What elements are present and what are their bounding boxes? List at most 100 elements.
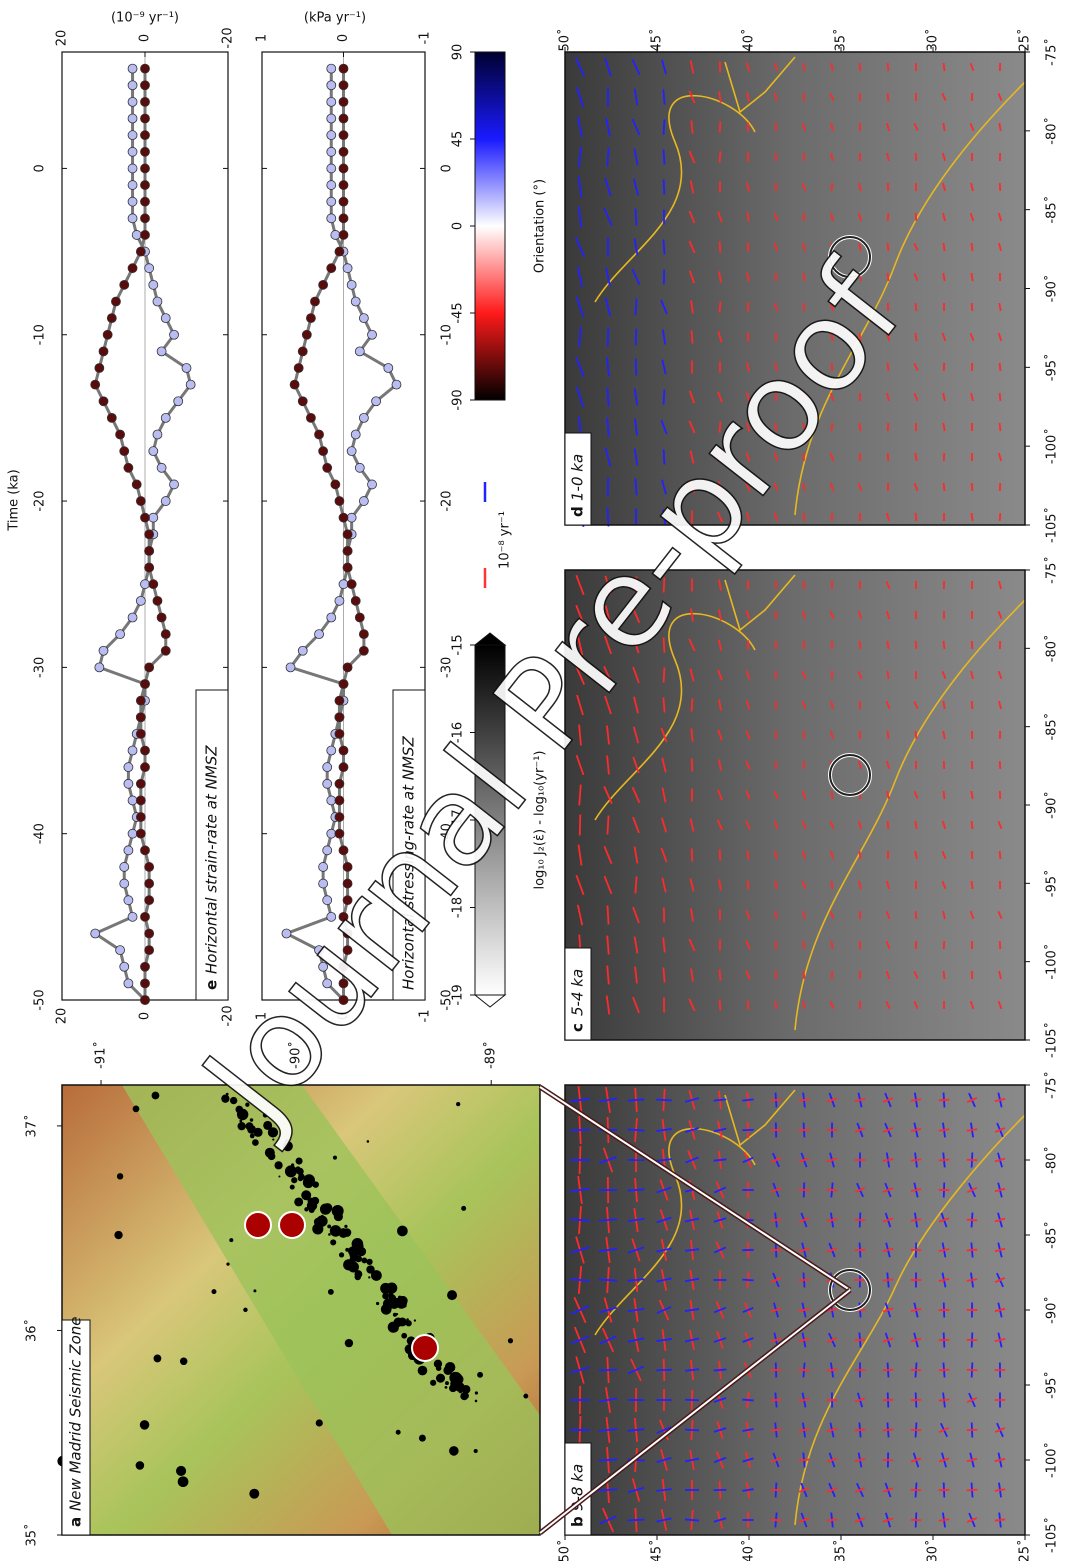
strain-dash (718, 151, 722, 163)
strain-dash (998, 182, 1002, 192)
data-point (354, 612, 365, 623)
strain-dash (606, 477, 610, 497)
lon-tick-label: -105˚ (1044, 1517, 1060, 1553)
data-point (127, 213, 138, 224)
strain-dash (634, 418, 638, 436)
strain-dash (774, 1000, 778, 1010)
y-tick-label: 0 (336, 1012, 351, 1020)
strain-dash (631, 58, 641, 76)
data-point (127, 130, 138, 141)
lat-tick-label: 25˚ (1017, 28, 1033, 51)
data-point (326, 213, 337, 224)
strain-dash (910, 1428, 922, 1432)
strain-dash (570, 1278, 590, 1282)
data-point (338, 180, 349, 190)
strain-dash (627, 1278, 645, 1282)
strain-dash (798, 1368, 810, 1372)
strain-dash (577, 116, 583, 138)
strain-dash (802, 910, 806, 920)
earthquake (229, 1238, 234, 1243)
earthquake (388, 1294, 397, 1302)
strain-dash (746, 610, 750, 620)
strain-dash (688, 480, 696, 494)
strain-dash (966, 1397, 978, 1403)
coastline (594, 94, 756, 303)
data-point (318, 279, 329, 290)
lon-tick-label: -80˚ (1044, 634, 1060, 662)
strain-dash (913, 482, 919, 492)
strain-dash (802, 362, 806, 372)
strain-dash (942, 422, 946, 432)
strain-dash (966, 1186, 978, 1194)
earthquake (282, 1141, 293, 1152)
earthquake (330, 1239, 337, 1246)
strain-dash (774, 452, 778, 462)
data-point (131, 230, 142, 240)
strain-dash (689, 60, 695, 74)
strain-dash (661, 359, 667, 375)
strain-dash (576, 694, 584, 716)
strain-dash (742, 1306, 754, 1314)
strain-dash (633, 88, 639, 106)
earthquake (456, 1101, 461, 1107)
data-point (131, 479, 142, 490)
data-point (140, 96, 150, 107)
data-point (358, 412, 369, 423)
strain-dash (718, 879, 722, 891)
strain-dash (688, 638, 696, 652)
strain-dash (886, 212, 890, 222)
strain-dash (742, 1156, 754, 1164)
strain-dash (577, 206, 583, 228)
data-point (391, 379, 402, 390)
strain-dash (826, 1308, 838, 1312)
strain-dash (570, 1098, 590, 1102)
strain-dash (802, 422, 806, 432)
strain-dash (632, 726, 640, 744)
strain-dash (604, 695, 612, 715)
strain-dash (605, 995, 611, 1015)
strain-dash (570, 1246, 590, 1254)
strain-dash (798, 1428, 810, 1432)
colorbar-tick-label: 90 (451, 44, 466, 61)
strain-dash (605, 117, 611, 137)
data-point (135, 246, 146, 257)
strain-dash (604, 57, 612, 77)
strain-dash (684, 1248, 700, 1252)
strain-dash (662, 637, 666, 653)
strain-dash (854, 1486, 866, 1494)
strain-dash (718, 999, 722, 1011)
data-point (358, 496, 369, 506)
lon-tick-label: -105˚ (1044, 1022, 1060, 1058)
strain-dash (718, 271, 722, 283)
earthquake (449, 1371, 462, 1384)
data-point (342, 878, 353, 889)
strain-dash (914, 910, 918, 920)
strain-dash (970, 302, 974, 312)
data-point (140, 995, 150, 1005)
strain-dash (688, 420, 696, 434)
data-point (140, 679, 150, 689)
strain-dash (627, 1246, 645, 1254)
earthquake (392, 1312, 397, 1317)
lon-tick-label: -100˚ (1044, 944, 1060, 980)
data-point (367, 479, 377, 490)
strain-dash (970, 182, 974, 192)
strain-dash (684, 1428, 700, 1432)
data-point (358, 313, 369, 324)
panel-title: Horizontal stressing-rate at NMSZ (400, 736, 418, 990)
strain-dash (662, 179, 666, 195)
strain-dash (798, 1157, 810, 1163)
data-point (106, 412, 117, 423)
strain-dash (684, 1337, 700, 1343)
earthquake (267, 1127, 279, 1138)
data-point (135, 778, 146, 789)
panel-title: Horizontal strain-rate at NMSZ (203, 745, 221, 974)
data-point (152, 429, 163, 440)
earthquake (447, 1290, 458, 1301)
strain-dash (969, 332, 975, 342)
data-point (338, 961, 349, 972)
lon-tick-label: -90˚ (1044, 275, 1060, 303)
earthquake (387, 1321, 399, 1333)
lon-tick-label: -89˚ (483, 1041, 499, 1069)
lat-tick-label: 40˚ (741, 1539, 757, 1561)
